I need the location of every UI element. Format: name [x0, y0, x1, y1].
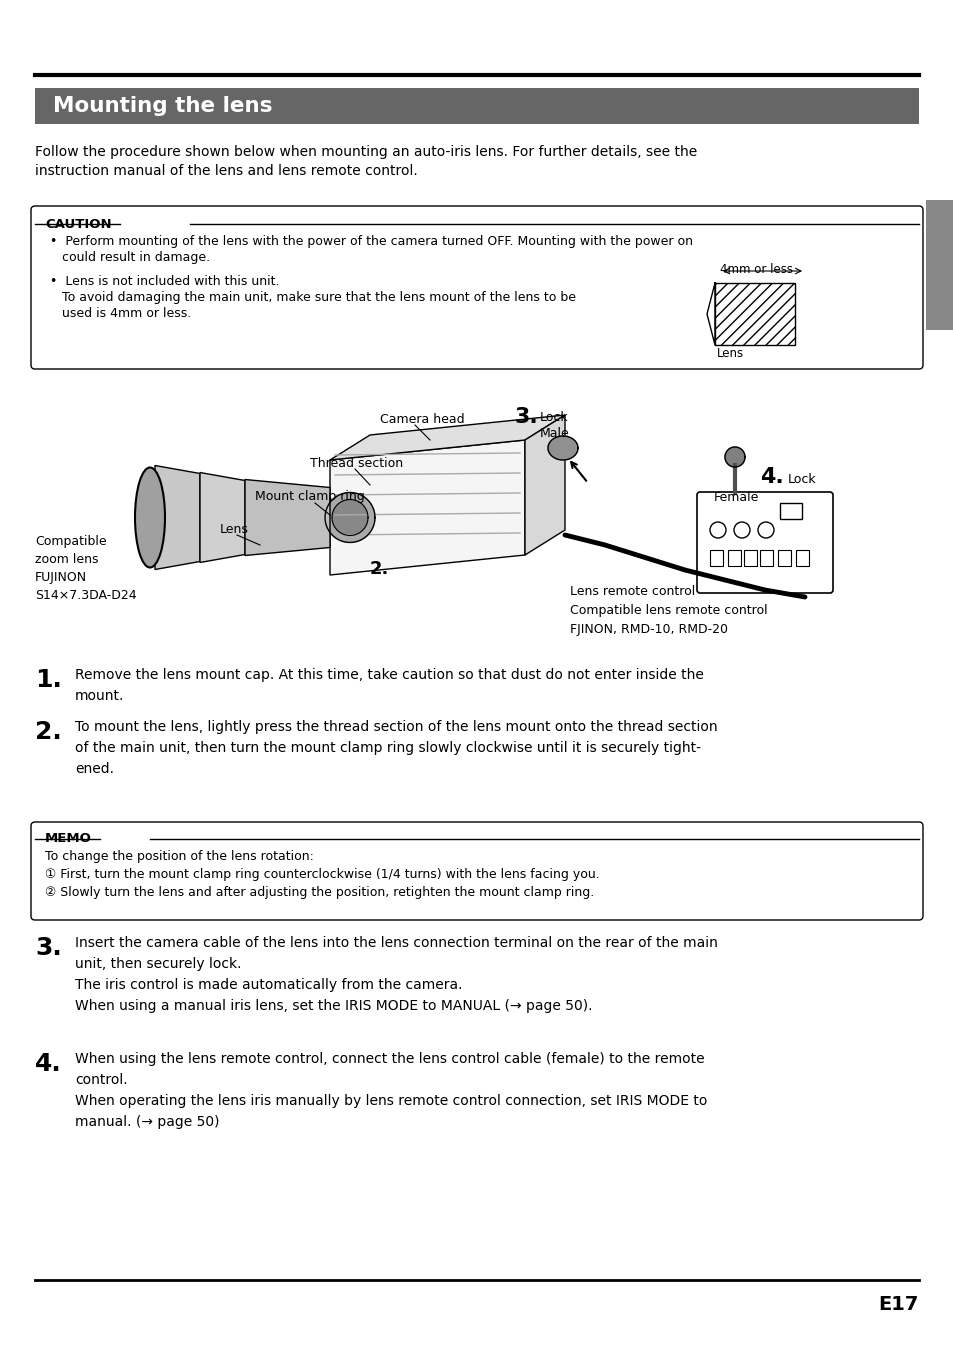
- Polygon shape: [154, 465, 200, 569]
- Text: Lens: Lens: [717, 347, 743, 360]
- Text: could result in damage.: could result in damage.: [50, 251, 210, 264]
- Text: 2.: 2.: [370, 560, 389, 579]
- Polygon shape: [330, 439, 524, 575]
- FancyBboxPatch shape: [30, 822, 923, 919]
- Text: •  Lens is not included with this unit.: • Lens is not included with this unit.: [50, 274, 279, 288]
- Text: Female: Female: [713, 491, 759, 504]
- Text: Compatible
zoom lens
FUJINON
S14×7.3DA-D24: Compatible zoom lens FUJINON S14×7.3DA-D…: [35, 535, 136, 602]
- Polygon shape: [245, 480, 330, 556]
- Text: Lock: Lock: [787, 473, 816, 485]
- Text: 2.: 2.: [35, 721, 62, 744]
- Bar: [780, 503, 801, 519]
- Bar: [795, 550, 808, 566]
- Polygon shape: [200, 472, 245, 562]
- Bar: [727, 550, 740, 566]
- Text: Lens remote control
Compatible lens remote control
FJINON, RMD-10, RMD-20: Lens remote control Compatible lens remo…: [569, 585, 767, 635]
- Bar: [743, 550, 757, 566]
- Text: 1.: 1.: [35, 668, 62, 692]
- Polygon shape: [547, 435, 578, 460]
- Polygon shape: [325, 492, 375, 542]
- Text: ② Slowly turn the lens and after adjusting the position, retighten the mount cla: ② Slowly turn the lens and after adjusti…: [45, 886, 594, 899]
- Text: When using the lens remote control, connect the lens control cable (female) to t: When using the lens remote control, conn…: [75, 1052, 706, 1129]
- Text: MEMO: MEMO: [45, 833, 91, 845]
- Text: instruction manual of the lens and lens remote control.: instruction manual of the lens and lens …: [35, 164, 417, 178]
- Polygon shape: [524, 415, 564, 556]
- Text: CAUTION: CAUTION: [45, 218, 112, 230]
- Text: To avoid damaging the main unit, make sure that the lens mount of the lens to be: To avoid damaging the main unit, make su…: [50, 291, 576, 304]
- Text: Male: Male: [539, 427, 569, 439]
- Text: 4mm or less: 4mm or less: [720, 264, 792, 276]
- Text: E17: E17: [878, 1295, 918, 1314]
- Bar: [778, 550, 790, 566]
- Text: ① First, turn the mount clamp ring counterclockwise (1/4 turns) with the lens fa: ① First, turn the mount clamp ring count…: [45, 868, 599, 882]
- Text: 3.: 3.: [515, 407, 538, 427]
- Polygon shape: [724, 448, 744, 466]
- Bar: [714, 283, 794, 345]
- Text: used is 4mm or less.: used is 4mm or less.: [50, 307, 191, 320]
- Text: 4.: 4.: [35, 1052, 62, 1076]
- Text: Follow the procedure shown below when mounting an auto-iris lens. For further de: Follow the procedure shown below when mo…: [35, 145, 697, 160]
- Ellipse shape: [135, 468, 165, 568]
- Text: 3.: 3.: [35, 936, 62, 960]
- Text: Remove the lens mount cap. At this time, take caution so that dust do not enter : Remove the lens mount cap. At this time,…: [75, 668, 703, 703]
- Text: •  Perform mounting of the lens with the power of the camera turned OFF. Mountin: • Perform mounting of the lens with the …: [50, 235, 692, 247]
- Text: To mount the lens, lightly press the thread section of the lens mount onto the t: To mount the lens, lightly press the thr…: [75, 721, 717, 776]
- Text: Camera head: Camera head: [379, 412, 464, 426]
- Bar: [35, 88, 918, 124]
- Text: Mounting the lens: Mounting the lens: [53, 96, 273, 116]
- Text: 4.: 4.: [760, 466, 783, 487]
- Bar: [709, 550, 722, 566]
- Text: Mount clamp ring: Mount clamp ring: [254, 489, 364, 503]
- Text: Lens: Lens: [220, 523, 249, 535]
- Text: To change the position of the lens rotation:: To change the position of the lens rotat…: [45, 850, 314, 863]
- Polygon shape: [330, 415, 564, 460]
- Polygon shape: [332, 499, 368, 535]
- FancyBboxPatch shape: [697, 492, 832, 594]
- Text: Lock: Lock: [539, 411, 568, 425]
- FancyBboxPatch shape: [30, 206, 923, 369]
- Text: Insert the camera cable of the lens into the lens connection terminal on the rea: Insert the camera cable of the lens into…: [75, 936, 717, 1014]
- Text: Thread section: Thread section: [310, 457, 403, 470]
- Bar: [925, 200, 953, 330]
- Bar: [760, 550, 772, 566]
